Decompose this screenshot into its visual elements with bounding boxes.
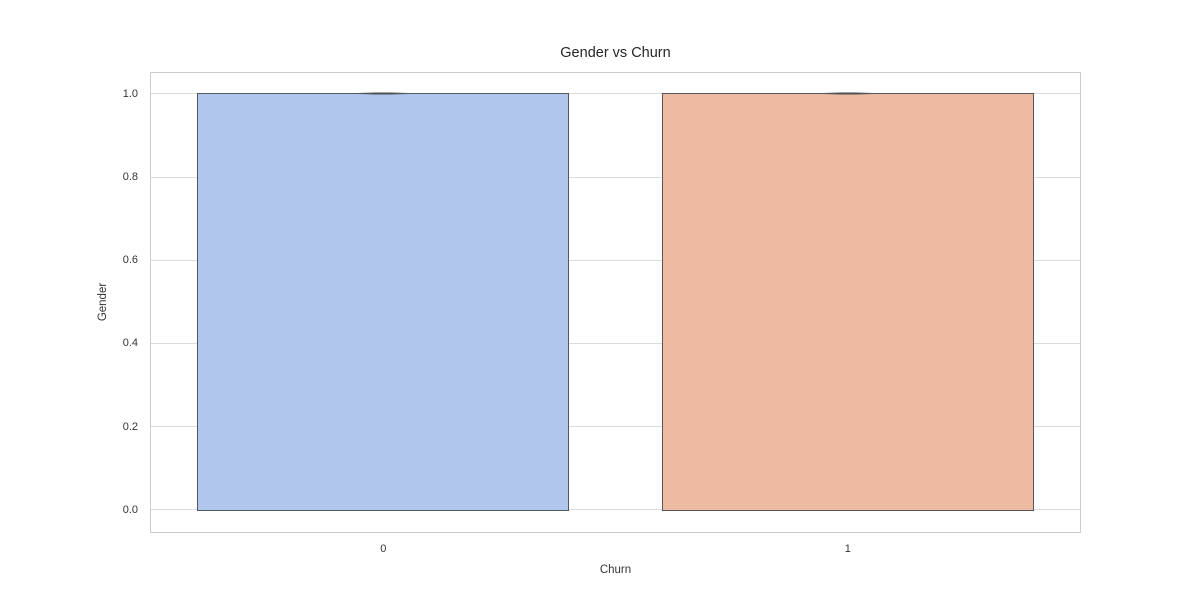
y-tick-label: 0.8 (122, 171, 138, 184)
y-tick-label: 0.0 (122, 503, 138, 516)
bar-1 (661, 91, 1034, 511)
error-bar-mark (822, 91, 873, 95)
gridline (151, 259, 1080, 261)
bar-0 (197, 91, 570, 511)
y-tick-label: 0.4 (122, 337, 138, 350)
gridline (151, 176, 1080, 178)
gridline (151, 93, 1080, 95)
error-bar-mark (358, 91, 409, 95)
y-tick-label: 0.2 (122, 420, 138, 433)
gridline (151, 426, 1080, 428)
y-tick-label: 0.6 (122, 254, 138, 267)
x-tick-label: 0 (380, 543, 387, 555)
x-tick-label: 1 (844, 543, 851, 555)
gridline (151, 509, 1080, 511)
plot-area (150, 72, 1081, 533)
y-tick-label: 1.0 (122, 87, 138, 100)
chart-title: Gender vs Churn (560, 45, 671, 61)
x-axis-label: Churn (599, 564, 632, 576)
y-axis-label: Gender (97, 282, 109, 322)
gridline (151, 343, 1080, 344)
